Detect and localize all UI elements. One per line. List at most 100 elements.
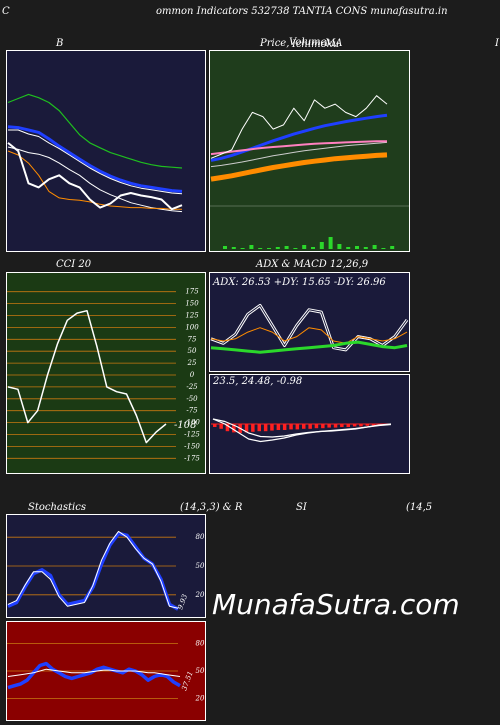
cci-last-label: -108	[174, 420, 196, 431]
adx-line	[210, 340, 408, 354]
macd-histogram-bar	[371, 424, 376, 426]
volume-bar	[267, 248, 271, 249]
adx-readout: ADX: 26.53 +DY: 15.65 -DY: 26.96	[212, 277, 386, 288]
macd-histogram-bar	[346, 424, 350, 427]
macd-histogram-bar	[327, 424, 331, 428]
macd-panel: 23.5, 24.48, -0.98	[209, 374, 410, 474]
cci-tick-label: 100	[185, 323, 199, 331]
adx-chart: ADX: 26.53 +DY: 15.65 -DY: 26.96	[209, 272, 410, 372]
macd-readout: 23.5, 24.48, -0.98	[212, 376, 302, 387]
price-ma-chart	[209, 50, 410, 252]
cci-tick-label: 150	[185, 300, 199, 308]
volume-bar	[381, 248, 386, 249]
price-ma-line	[210, 140, 387, 156]
price-overlap-a: Volume	[289, 37, 327, 48]
bollinger-line	[8, 129, 183, 195]
macd-histogram-bar	[308, 424, 312, 429]
stochastics-tick-label: 20	[195, 591, 205, 599]
bollinger-line	[7, 142, 183, 211]
price-ma-line	[210, 113, 388, 162]
adx-line-inner	[210, 304, 408, 351]
price-ma-line	[210, 152, 388, 182]
cci-background	[6, 272, 206, 474]
macd-histogram-bar	[244, 424, 249, 433]
macd-histogram-bar	[352, 424, 357, 427]
stoch-panel: 80 50 20 9.93	[6, 514, 206, 618]
volume-bar	[293, 248, 298, 249]
cci-chart: 175 150 125 100 75 50 25 0 -25 -50 -75 -100 -125 -150…	[6, 272, 206, 474]
volume-bar	[231, 247, 236, 249]
macd-histogram-bar	[257, 424, 261, 432]
macd-histogram-bar	[270, 424, 274, 431]
header-letter: C	[2, 6, 10, 17]
adx-panel: ADX: 26.53 +DY: 15.65 -DY: 26.96	[209, 272, 410, 372]
volume-bar	[390, 246, 395, 249]
cci-tick-label: -50	[186, 395, 198, 403]
cci-tick-label: -175	[184, 454, 200, 462]
stoch-params: (14,3,3) & R	[180, 502, 243, 513]
price-ma-line	[210, 141, 388, 168]
cci-tick-label: -25	[186, 383, 198, 391]
stoch-title: Stochastics	[28, 502, 86, 513]
cci-tick-label: 125	[185, 312, 199, 320]
macd-histogram-bar	[359, 424, 363, 427]
rsi-params: (14,5	[406, 502, 433, 513]
volume-bar	[355, 246, 359, 249]
rsi-title: SI	[296, 502, 307, 513]
cci-panel: 175 150 125 100 75 50 25 0 -25 -50 -75 -100 -125 -150…	[6, 272, 206, 474]
macd-histogram-bar	[213, 424, 217, 427]
cci-tick-label: 0	[190, 371, 195, 379]
macd-histogram-bar	[263, 424, 268, 432]
volume-bar	[249, 245, 254, 249]
macd-histogram-bar	[295, 424, 300, 430]
volume-bar	[284, 246, 289, 249]
macd-histogram-bar	[321, 424, 325, 429]
volume-bar	[346, 247, 351, 249]
price-ma-title: MA	[325, 38, 343, 49]
cci-title: CCI 20	[56, 259, 92, 270]
cci-tick-label: -75	[186, 407, 198, 415]
cci-tick-label: 175	[185, 288, 199, 296]
price-ma-line	[210, 95, 388, 159]
macd-histogram-bar	[251, 424, 255, 432]
volume-bar	[337, 244, 342, 249]
stochastics-tick-label: 50	[196, 562, 205, 570]
adx-line	[210, 327, 408, 344]
volume-bar	[319, 242, 324, 249]
bollinger-title: B	[56, 38, 64, 49]
cci-tick-label: 50	[188, 347, 197, 355]
volume-bar	[363, 247, 368, 249]
volume-bar	[311, 247, 315, 249]
stochastics-d-line	[7, 530, 179, 609]
price-title: Price,	[260, 38, 290, 49]
page-title: ommon Indicators 532738 TANTIA CONS muna…	[156, 6, 448, 17]
macd-histogram-bar	[232, 424, 236, 433]
macd-histogram-bar	[219, 424, 223, 429]
bollinger-panel	[6, 50, 206, 252]
price-edge-letter: I	[495, 38, 499, 49]
rsi-average-line	[7, 668, 181, 677]
adx-macd-title: ADX & MACD 12,26,9	[256, 259, 369, 270]
price-panel	[209, 50, 410, 252]
volume-bar	[223, 246, 227, 249]
macd-histogram-bar	[340, 424, 344, 427]
macd-histogram-bar	[365, 424, 370, 426]
volume-bar	[302, 245, 307, 249]
rsi-panel: 80 50 20 37.51	[6, 621, 206, 721]
bollinger-line	[7, 93, 183, 169]
volume-bar	[372, 245, 377, 249]
macd-chart: 23.5, 24.48, -0.98	[209, 374, 410, 474]
macd-histogram-bar	[225, 424, 230, 432]
macd-line	[212, 418, 392, 438]
volume-bar	[240, 248, 245, 249]
cci-tick-label: -150	[184, 442, 200, 450]
macd-histogram-bar	[282, 424, 287, 430]
price-overlap-b: Ichimoku	[292, 39, 340, 50]
cci-line	[7, 309, 167, 444]
volume-bar	[258, 248, 263, 249]
cci-tick-label: -125	[184, 431, 200, 439]
macd-histogram-bar	[289, 424, 293, 430]
macd-histogram-bar	[314, 424, 319, 429]
